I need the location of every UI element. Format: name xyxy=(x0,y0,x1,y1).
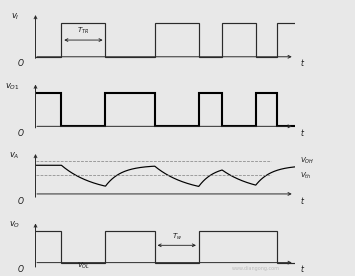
Text: $O$: $O$ xyxy=(17,263,25,274)
Text: $t$: $t$ xyxy=(300,263,305,274)
Text: www.diangong.com: www.diangong.com xyxy=(232,266,280,271)
Text: $O$: $O$ xyxy=(17,195,25,206)
Text: $T_w$: $T_w$ xyxy=(171,232,182,242)
Text: $V_{OH}$: $V_{OH}$ xyxy=(300,156,314,166)
Text: $T_{TR}$: $T_{TR}$ xyxy=(77,26,89,36)
Text: $V_{th}$: $V_{th}$ xyxy=(300,171,311,181)
Text: $O$: $O$ xyxy=(17,57,25,68)
Text: $v_{O1}$: $v_{O1}$ xyxy=(5,81,20,92)
Text: $t$: $t$ xyxy=(300,195,305,206)
Text: $t$: $t$ xyxy=(300,127,305,138)
Text: $t$: $t$ xyxy=(300,57,305,68)
Text: $V_{OL}$: $V_{OL}$ xyxy=(77,261,90,272)
Text: $v_A$: $v_A$ xyxy=(9,150,20,161)
Text: $v_I$: $v_I$ xyxy=(11,12,20,22)
Text: $v_O$: $v_O$ xyxy=(9,220,20,230)
Text: $O$: $O$ xyxy=(17,127,25,138)
